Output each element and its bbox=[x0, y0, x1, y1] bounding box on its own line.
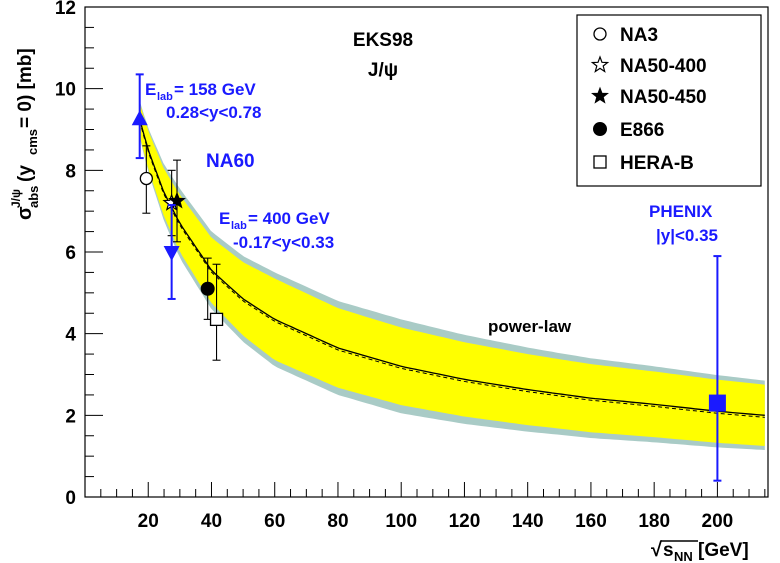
power-law-fit bbox=[139, 119, 765, 418]
y-tick-label: 8 bbox=[65, 161, 76, 182]
legend-marker-open-square bbox=[593, 155, 607, 169]
chart-subtitle: J/ψ bbox=[368, 60, 398, 81]
e400-range: -0.17<y<0.33 bbox=[233, 233, 334, 252]
point-na50-450 bbox=[168, 159, 186, 243]
marker-open-square bbox=[209, 312, 224, 327]
point-e866 bbox=[200, 257, 215, 320]
y-axis-rest: = 0) [mb] bbox=[15, 48, 36, 128]
x-axis-title: √ s NN [GeV] bbox=[651, 539, 749, 563]
annotation-power-law: power-law bbox=[488, 317, 572, 336]
legend-label-e866: E866 bbox=[620, 120, 664, 141]
e400-prefix: E bbox=[219, 209, 230, 228]
x-tick-label: 40 bbox=[201, 511, 222, 532]
annotation-na60: NA60 bbox=[206, 151, 255, 172]
legend-label-na3: NA3 bbox=[620, 25, 658, 46]
x-tick-labels: 20 40 60 80 100 120 140 160 180 200 bbox=[138, 511, 734, 532]
point-na60-400-gev bbox=[163, 204, 180, 300]
point-phenix bbox=[708, 255, 726, 482]
x-tick-label: 80 bbox=[327, 511, 348, 532]
axis-ticks bbox=[85, 6, 766, 498]
annotation-phenix-range: |y|<0.35 bbox=[656, 226, 718, 245]
legend-marker-open-star bbox=[590, 55, 610, 73]
x-tick-label: 160 bbox=[575, 511, 607, 532]
x-tick-label: 100 bbox=[385, 511, 417, 532]
y-tick-label: 0 bbox=[65, 488, 76, 509]
y-tick-label: 10 bbox=[55, 80, 76, 101]
y-tick-labels: 0 2 4 6 8 10 12 bbox=[55, 0, 77, 509]
e158-sub: lab bbox=[157, 91, 173, 103]
point-na60-158-gev bbox=[131, 73, 148, 160]
marker-filled-triangle-up bbox=[131, 110, 148, 126]
y-axis-sup: J/ψ bbox=[9, 189, 23, 208]
y-tick-label: 12 bbox=[55, 0, 76, 19]
e158-range: 0.28<y<0.78 bbox=[166, 103, 261, 122]
marker-filled-star bbox=[168, 191, 186, 209]
legend: NA3 NA50-400 NA50-450 E866 HERA-B bbox=[576, 14, 762, 187]
chart-title: EKS98 bbox=[353, 30, 413, 51]
x-tick-label: 140 bbox=[512, 511, 544, 532]
legend-markers bbox=[590, 27, 610, 169]
x-tick-label: 120 bbox=[449, 511, 481, 532]
marker-filled-square bbox=[708, 394, 726, 412]
x-tick-label: 20 bbox=[138, 511, 159, 532]
y-tick-label: 6 bbox=[65, 243, 76, 264]
y-axis-sub: abs bbox=[26, 186, 41, 208]
legend-marker-open-circle bbox=[593, 27, 607, 41]
e158-value: = 158 GeV bbox=[174, 80, 256, 99]
marker-filled-circle bbox=[200, 281, 215, 296]
e158-prefix: E bbox=[145, 80, 156, 99]
y-axis-title: σ J/ψ abs (y cms = 0) [mb] bbox=[9, 48, 41, 220]
data-points bbox=[131, 73, 726, 482]
x-axis-sqrt: √ bbox=[651, 539, 663, 561]
fit-curve-dashed bbox=[139, 121, 765, 418]
x-axis-unit: [GeV] bbox=[698, 540, 749, 561]
legend-label-na50-400: NA50-400 bbox=[620, 56, 707, 77]
x-tick-label: 180 bbox=[638, 511, 670, 532]
legend-label-hera-b: HERA-B bbox=[620, 153, 694, 174]
x-tick-label: 60 bbox=[264, 511, 285, 532]
y-tick-label: 2 bbox=[65, 406, 76, 427]
e400-sub: lab bbox=[231, 220, 247, 232]
x-axis-sub: NN bbox=[674, 549, 693, 563]
marker-open-circle bbox=[139, 171, 153, 186]
legend-label-na50-450: NA50-450 bbox=[620, 87, 707, 108]
point-hera-b bbox=[209, 263, 224, 361]
marker-filled-triangle-down bbox=[163, 246, 180, 261]
x-axis-s: s bbox=[663, 540, 674, 561]
y-axis-sigma: σ bbox=[14, 206, 36, 220]
y-axis-cms: cms bbox=[25, 129, 40, 155]
inner-band bbox=[139, 103, 765, 446]
fit-curve bbox=[139, 119, 765, 416]
annotation-phenix: PHENIX bbox=[649, 202, 713, 221]
e400-value: = 400 GeV bbox=[248, 209, 330, 228]
legend-marker-filled-star bbox=[591, 86, 609, 104]
annotation-e400: E lab = 400 GeV -0.17<y<0.33 bbox=[219, 209, 334, 252]
uncertainty-band bbox=[139, 100, 765, 451]
legend-marker-filled-circle bbox=[593, 122, 607, 136]
x-tick-label: 200 bbox=[702, 511, 734, 532]
point-na3 bbox=[139, 145, 153, 214]
y-tick-label: 4 bbox=[65, 325, 76, 346]
legend-box bbox=[576, 14, 762, 187]
annotation-e158: E lab = 158 GeV 0.28<y<0.78 bbox=[145, 80, 261, 122]
y-axis-open: (y bbox=[15, 165, 36, 182]
